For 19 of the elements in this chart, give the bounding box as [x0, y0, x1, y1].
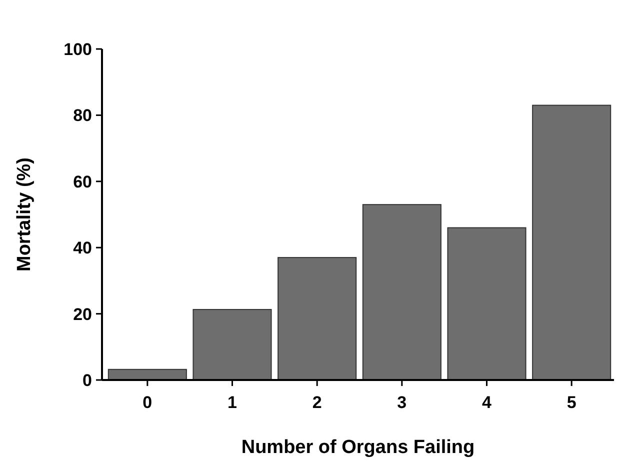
x-tick-label: 3 [397, 393, 407, 412]
bar [447, 227, 526, 380]
x-tick-label: 2 [312, 393, 322, 412]
bar [362, 204, 442, 380]
y-tick-label: 0 [82, 370, 92, 390]
x-tick-label: 4 [482, 393, 492, 412]
y-tick-label: 60 [73, 172, 92, 192]
bar [278, 257, 357, 380]
x-tick-label: 0 [142, 393, 152, 412]
x-tick-label: 5 [566, 393, 576, 412]
bar [192, 308, 272, 380]
y-tick-label: 80 [73, 106, 92, 126]
y-tick-label: 20 [73, 304, 92, 324]
x-axis-title: Number of Organs Failing [241, 437, 475, 458]
x-tick-label: 1 [228, 393, 237, 412]
bar [532, 104, 612, 380]
y-tick-label: 100 [64, 40, 92, 59]
y-tick-label: 40 [73, 238, 92, 258]
y-axis-title: Mortality (%) [14, 158, 35, 272]
